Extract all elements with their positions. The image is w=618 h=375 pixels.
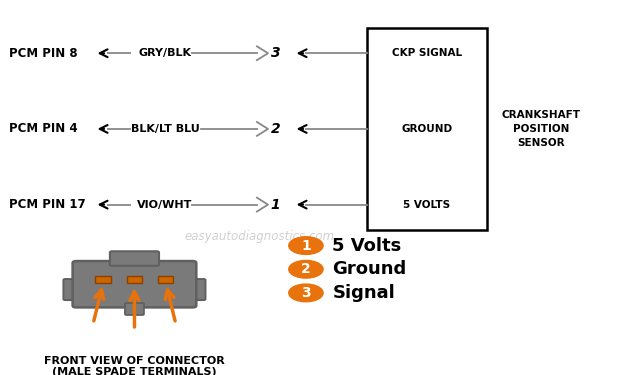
Bar	[95, 276, 111, 284]
Text: Ground: Ground	[332, 260, 407, 278]
FancyBboxPatch shape	[191, 279, 206, 300]
Text: (MALE SPADE TERMINALS): (MALE SPADE TERMINALS)	[52, 367, 217, 375]
Text: PCM PIN 4: PCM PIN 4	[9, 122, 77, 135]
Text: 1: 1	[85, 328, 96, 343]
FancyBboxPatch shape	[64, 279, 78, 300]
Text: 2: 2	[301, 262, 311, 276]
Text: 2: 2	[271, 122, 280, 136]
Circle shape	[158, 325, 199, 346]
FancyBboxPatch shape	[110, 251, 159, 266]
Text: 5 VOLTS: 5 VOLTS	[404, 200, 451, 210]
Text: BLK/LT BLU: BLK/LT BLU	[130, 124, 200, 134]
Text: 2: 2	[129, 334, 140, 349]
Bar	[367, 28, 486, 230]
Text: 1: 1	[271, 198, 280, 211]
Text: CRANKSHAFT
POSITION
SENSOR: CRANKSHAFT POSITION SENSOR	[502, 110, 581, 148]
Text: GRY/BLK: GRY/BLK	[138, 48, 192, 58]
Text: CKP SIGNAL: CKP SIGNAL	[392, 48, 462, 58]
Circle shape	[289, 284, 323, 302]
Circle shape	[289, 260, 323, 278]
Text: 3: 3	[301, 286, 311, 300]
FancyBboxPatch shape	[72, 261, 197, 308]
Circle shape	[289, 237, 323, 254]
Text: GROUND: GROUND	[401, 124, 452, 134]
Text: 5 Volts: 5 Volts	[332, 237, 402, 255]
FancyBboxPatch shape	[125, 303, 144, 315]
Text: PCM PIN 8: PCM PIN 8	[9, 47, 77, 60]
Text: 3: 3	[174, 328, 184, 343]
Text: Signal: Signal	[332, 284, 395, 302]
Text: easyautodiagnostics.com: easyautodiagnostics.com	[185, 230, 335, 243]
Bar	[127, 276, 142, 284]
Text: FRONT VIEW OF CONNECTOR: FRONT VIEW OF CONNECTOR	[44, 356, 225, 366]
Text: 3: 3	[271, 46, 280, 60]
Bar	[158, 276, 174, 284]
Circle shape	[114, 332, 154, 352]
Text: 1: 1	[301, 238, 311, 253]
Circle shape	[70, 325, 111, 346]
Text: VIO/WHT: VIO/WHT	[137, 200, 193, 210]
Text: PCM PIN 17: PCM PIN 17	[9, 198, 85, 211]
